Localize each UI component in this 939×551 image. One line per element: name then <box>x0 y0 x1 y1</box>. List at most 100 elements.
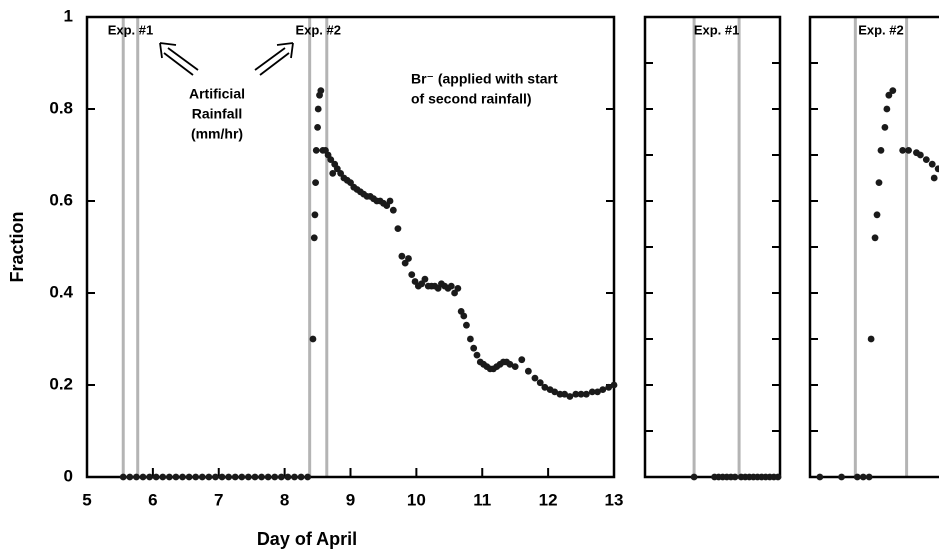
data-point <box>859 473 867 481</box>
data-point <box>312 179 319 187</box>
x-axis-label: Day of April <box>257 529 357 549</box>
y-tick-label: 0.4 <box>49 282 73 301</box>
data-point <box>244 473 252 481</box>
data-point <box>582 390 590 398</box>
annotation: Br⁻ (applied with start <box>411 71 558 87</box>
annotation: Rainfall <box>192 106 243 122</box>
x-tick-label: 8 <box>280 490 289 509</box>
data-point <box>731 473 739 481</box>
data-point <box>905 147 912 154</box>
data-point <box>271 473 279 481</box>
data-point <box>329 170 337 177</box>
data-point <box>277 473 285 481</box>
data-point <box>877 147 885 154</box>
data-point <box>389 206 397 214</box>
x-tick-label: 5 <box>82 490 91 509</box>
annotation: of second rainfall) <box>411 91 532 107</box>
data-point <box>327 156 335 164</box>
data-point <box>405 255 412 262</box>
data-point <box>594 388 601 396</box>
data-point <box>264 473 272 481</box>
data-point <box>238 473 246 481</box>
data-point <box>159 473 167 481</box>
arrow-right <box>254 42 294 76</box>
plot-frame <box>643 15 782 479</box>
data-point <box>311 211 319 219</box>
rainfall-arrows <box>159 42 294 76</box>
arrow-left <box>159 42 199 76</box>
data-point <box>146 473 153 481</box>
data-point <box>218 473 226 481</box>
data-point <box>447 282 455 290</box>
data-point <box>881 124 889 131</box>
data-point <box>883 105 891 113</box>
data-point <box>577 390 585 398</box>
data-point <box>871 234 879 242</box>
data-point <box>133 473 140 481</box>
data-point <box>873 211 881 219</box>
data-point <box>297 473 305 481</box>
data-point <box>610 381 618 389</box>
y-tick-label: 0.2 <box>49 374 73 393</box>
data-point <box>536 379 544 387</box>
x-tick-label: 13 <box>605 490 624 509</box>
data-point <box>312 147 320 154</box>
data-point <box>470 344 478 352</box>
data-point <box>310 234 318 242</box>
data-point <box>934 165 939 173</box>
y-tick-label: 0.8 <box>49 98 73 117</box>
data-point <box>853 473 861 481</box>
x-tick-label: 9 <box>346 490 355 509</box>
data-point <box>473 351 481 359</box>
data-point <box>212 473 219 481</box>
data-point <box>317 87 325 94</box>
x-tick-label: 10 <box>407 490 426 509</box>
data-point <box>816 473 824 481</box>
data-point <box>875 179 883 187</box>
data-point <box>917 151 924 159</box>
data-point <box>572 390 580 398</box>
data-point <box>690 473 698 481</box>
experiment-label: Exp. #1 <box>108 22 154 37</box>
data-point <box>605 383 613 391</box>
data-point <box>185 473 193 481</box>
data-point <box>460 312 468 320</box>
data-point <box>408 271 416 278</box>
data-point <box>865 473 873 481</box>
data-point <box>511 363 519 370</box>
experiment-label: Exp. #2 <box>858 22 904 37</box>
data-point <box>899 147 907 154</box>
data-point <box>421 275 429 283</box>
data-point <box>930 174 938 182</box>
data-point <box>566 393 574 400</box>
data-point <box>922 156 930 164</box>
data-point <box>291 473 298 481</box>
data-point <box>205 473 213 481</box>
data-point <box>386 197 394 205</box>
data-point <box>588 388 596 396</box>
data-point <box>885 91 893 99</box>
data-point <box>928 160 936 168</box>
experiment-label: Exp. #2 <box>295 22 341 37</box>
data-point <box>599 386 607 393</box>
annotation: (mm/hr) <box>191 126 243 142</box>
data-point <box>231 473 239 481</box>
data-point <box>463 321 470 329</box>
data-point <box>551 388 559 396</box>
x-tick-label: 11 <box>473 490 491 509</box>
data-point <box>506 360 514 368</box>
data-point <box>225 473 233 481</box>
data-point <box>394 225 402 233</box>
data-point <box>192 473 200 481</box>
data-point <box>561 390 568 398</box>
data-point <box>867 335 875 343</box>
data-point <box>179 473 186 481</box>
x-tick-label: 6 <box>148 490 157 509</box>
data-point <box>119 473 127 481</box>
data-point <box>304 473 312 481</box>
data-point <box>774 473 782 481</box>
data-point <box>152 473 160 481</box>
data-point <box>466 335 474 343</box>
data-point <box>139 473 147 481</box>
